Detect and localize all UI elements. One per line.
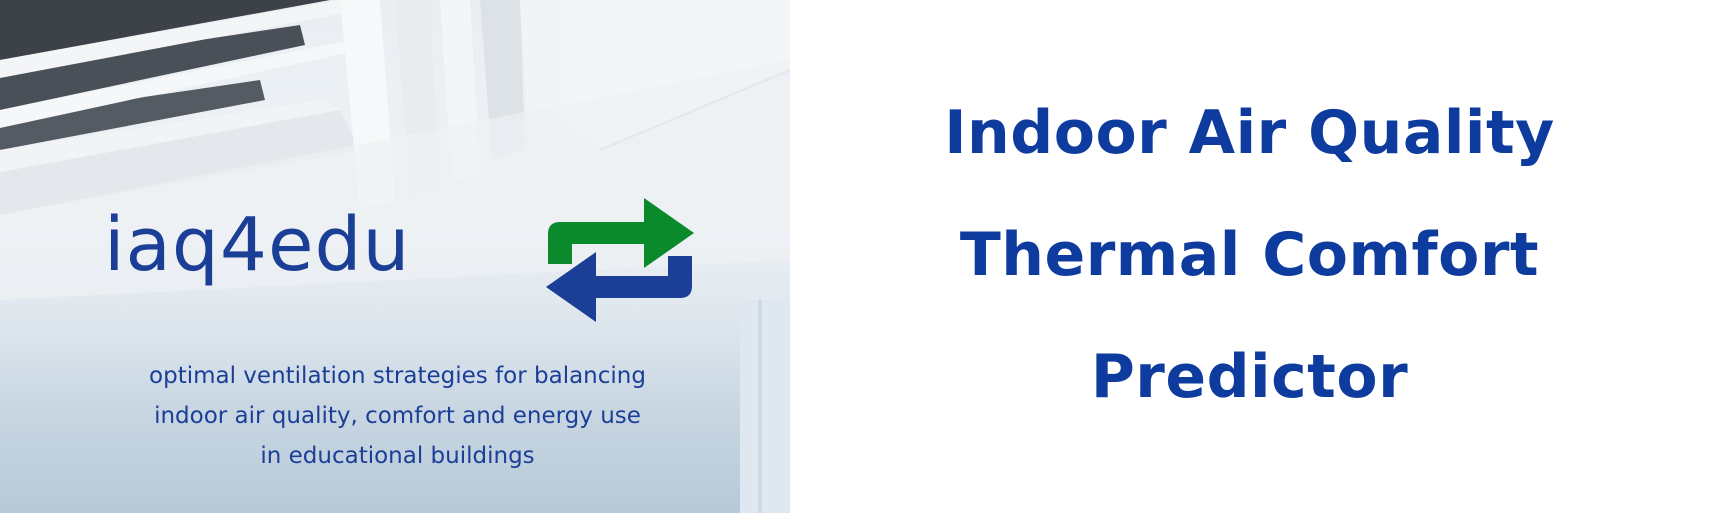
ceiling-vent-photo: iaq4edu optimal ventilation strategies f… xyxy=(0,0,790,513)
title-line: Predictor xyxy=(1090,342,1409,412)
tagline-line: in educational buildings xyxy=(260,443,535,469)
project-tagline: optimal ventilation strategies for balan… xyxy=(60,356,735,476)
title-line: Indoor Air Quality xyxy=(944,98,1555,168)
title-line: Thermal Comfort xyxy=(959,220,1540,290)
refresh-arrows-icon xyxy=(546,198,694,322)
page-title: Indoor Air Quality Thermal Comfort Predi… xyxy=(790,72,1709,438)
tagline-line: indoor air quality, comfort and energy u… xyxy=(154,403,641,429)
logo-wordmark: iaq4edu xyxy=(104,202,411,288)
tagline-line: optimal ventilation strategies for balan… xyxy=(149,363,646,389)
